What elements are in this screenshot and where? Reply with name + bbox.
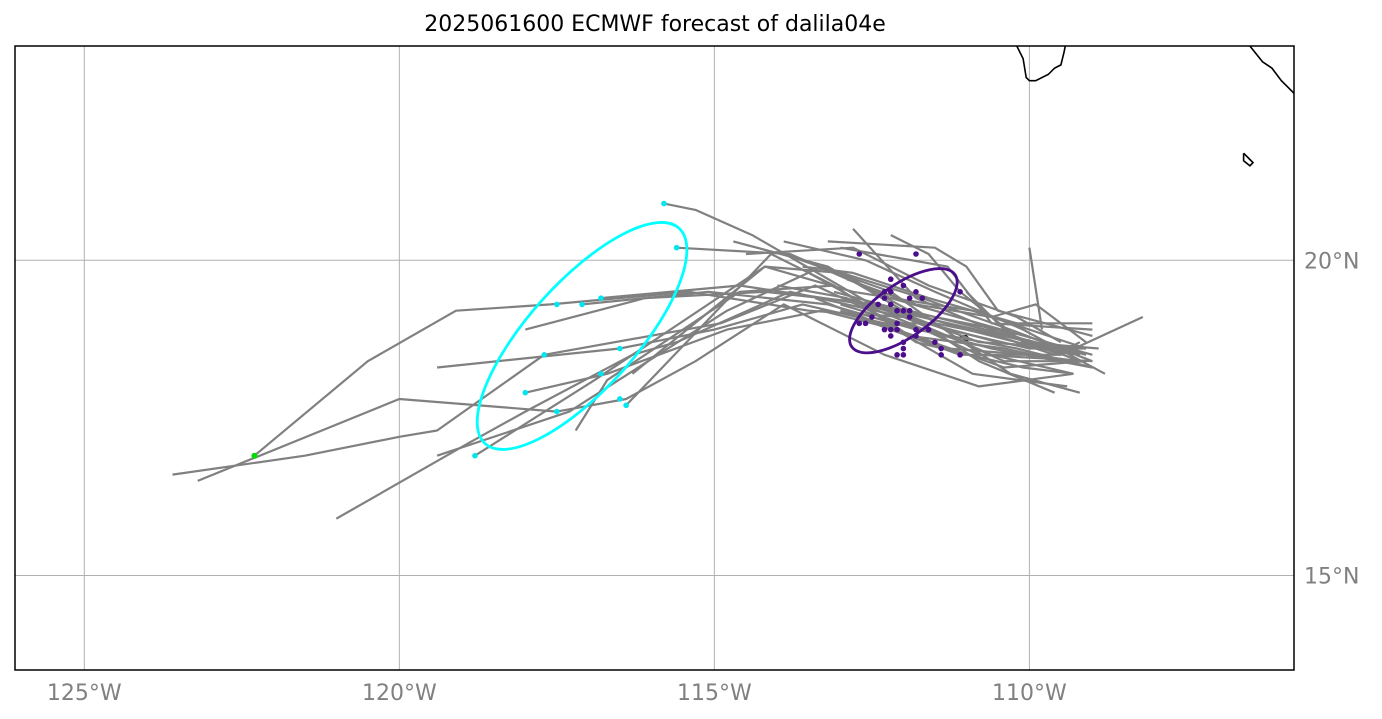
coastline-1 bbox=[1249, 46, 1294, 94]
axis-tick-labels: 125°W 120°W 115°W 110°W 20°N 15°N bbox=[47, 249, 1360, 706]
forecast-positions bbox=[251, 200, 963, 459]
early-point-16 bbox=[906, 314, 913, 320]
early-point-22 bbox=[887, 326, 894, 333]
y-tick-label-1: 15°N bbox=[1304, 564, 1359, 589]
early-point-6 bbox=[881, 289, 888, 295]
late-point-3 bbox=[579, 301, 585, 308]
early-point-20 bbox=[925, 326, 932, 333]
x-tick-label-0: 125°W bbox=[47, 681, 122, 706]
early-point-11 bbox=[875, 301, 881, 308]
page-title: 2025061600 ECMWF forecast of dalila04e bbox=[424, 12, 886, 37]
late-point-0 bbox=[661, 200, 667, 207]
track-34 bbox=[871, 322, 1081, 356]
track-31 bbox=[840, 303, 1074, 363]
late-point-4 bbox=[554, 301, 560, 308]
late-point-6 bbox=[541, 352, 548, 358]
early-point-28 bbox=[932, 339, 938, 346]
late-point-10 bbox=[623, 402, 629, 409]
early-point-8 bbox=[919, 295, 926, 301]
late-point-12 bbox=[472, 452, 478, 459]
ensemble-tracks bbox=[172, 202, 1144, 520]
early-point-14 bbox=[900, 307, 907, 314]
x-tick-label-1: 120°W bbox=[362, 681, 437, 706]
track-8 bbox=[197, 303, 1074, 482]
early-point-19 bbox=[913, 326, 919, 333]
late-point-7 bbox=[598, 370, 604, 377]
early-point-27 bbox=[913, 333, 919, 339]
late-point-8 bbox=[522, 389, 529, 396]
early-point-9 bbox=[881, 295, 888, 301]
early-point-23 bbox=[894, 326, 900, 333]
early-point-18 bbox=[894, 320, 900, 327]
early-point-3 bbox=[887, 276, 894, 283]
coastline-2 bbox=[1242, 152, 1255, 167]
graticule bbox=[15, 46, 1294, 670]
track-17 bbox=[625, 252, 1093, 407]
uncertainty-ellipses bbox=[475, 221, 959, 451]
early-point-1 bbox=[913, 251, 919, 257]
early-point-30 bbox=[900, 345, 907, 352]
early-point-5 bbox=[913, 289, 919, 295]
late-point-9 bbox=[617, 396, 623, 402]
early-point-31 bbox=[938, 345, 944, 352]
track-28 bbox=[814, 297, 1080, 363]
early-point-10 bbox=[887, 301, 894, 308]
start-point bbox=[251, 452, 258, 459]
track-33 bbox=[965, 291, 1049, 350]
early-point-17 bbox=[869, 314, 875, 320]
track-19 bbox=[852, 228, 1144, 356]
late-point-11 bbox=[554, 408, 560, 415]
late-point-5 bbox=[617, 345, 623, 352]
early-uncertainty-ellipse bbox=[848, 267, 959, 355]
early-point-2 bbox=[957, 289, 963, 295]
coastlines bbox=[959, 46, 1294, 342]
early-point-12 bbox=[906, 295, 913, 301]
track-7 bbox=[525, 309, 1087, 394]
track-21 bbox=[827, 240, 1093, 337]
late-uncertainty-ellipse bbox=[475, 221, 689, 451]
coastline-0 bbox=[1016, 46, 1067, 82]
early-point-26 bbox=[887, 333, 894, 339]
late-point-2 bbox=[598, 295, 604, 301]
x-tick-label-2: 115°W bbox=[677, 681, 752, 706]
late-point-1 bbox=[673, 244, 680, 251]
early-point-34 bbox=[900, 352, 907, 358]
early-point-15 bbox=[906, 307, 913, 314]
early-point-21 bbox=[881, 326, 888, 333]
early-point-24 bbox=[856, 320, 863, 327]
early-point-33 bbox=[957, 352, 963, 358]
early-point-25 bbox=[862, 320, 869, 327]
early-point-32 bbox=[938, 352, 944, 358]
early-point-7 bbox=[887, 289, 894, 295]
early-point-0 bbox=[856, 251, 863, 257]
track-32 bbox=[1028, 247, 1044, 330]
early-point-29 bbox=[900, 339, 907, 346]
early-point-4 bbox=[900, 282, 907, 289]
early-point-13 bbox=[894, 307, 900, 314]
track-23 bbox=[783, 252, 1081, 394]
x-tick-label-3: 110°W bbox=[992, 681, 1067, 706]
plot-frame bbox=[14, 45, 1295, 671]
y-tick-label-0: 20°N bbox=[1304, 249, 1359, 274]
early-point-35 bbox=[894, 352, 900, 358]
